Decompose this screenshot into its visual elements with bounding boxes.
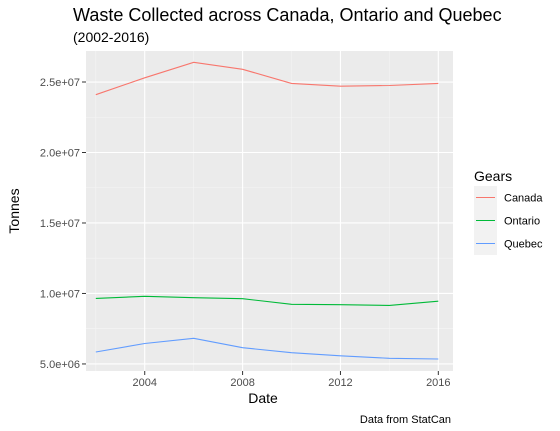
y-tick-label: 2.0e+07 [40, 147, 80, 159]
chart-title: Waste Collected across Canada, Ontario a… [73, 5, 502, 25]
legend-title: Gears [474, 168, 512, 184]
legend-label-quebec: Quebec [504, 239, 543, 251]
x-tick-label: 2004 [132, 377, 156, 389]
x-tick-label: 2016 [426, 377, 450, 389]
y-axis-title: Tonnes [6, 188, 22, 233]
series-lines [95, 61, 439, 360]
chart-subtitle: (2002-2016) [73, 29, 149, 45]
y-axis: 5.0e+06 1.0e+07 1.5e+07 2.0e+07 2.5e+07 [40, 77, 86, 371]
x-axis-title: Date [248, 390, 278, 406]
series-line-canada [95, 61, 439, 96]
plot-panel [86, 51, 453, 371]
x-tick-label: 2012 [328, 377, 352, 389]
y-tick-label: 1.5e+07 [40, 218, 80, 230]
legend-label-ontario: Ontario [504, 216, 540, 228]
legend-label-canada: Canada [504, 193, 543, 205]
grid-minor [86, 51, 453, 371]
legend: Gears Canada Ontario Quebec [474, 168, 543, 255]
y-tick-label: 5.0e+06 [40, 359, 80, 371]
x-axis: 2004 2008 2012 2016 [132, 371, 451, 389]
chart-caption: Data from StatCan [360, 414, 451, 426]
grid-major [86, 51, 453, 371]
x-tick-label: 2008 [230, 377, 254, 389]
y-tick-label: 2.5e+07 [40, 77, 80, 89]
series-line-ontario [95, 295, 439, 306]
y-tick-label: 1.0e+07 [40, 288, 80, 300]
series-line-quebec [95, 337, 439, 360]
